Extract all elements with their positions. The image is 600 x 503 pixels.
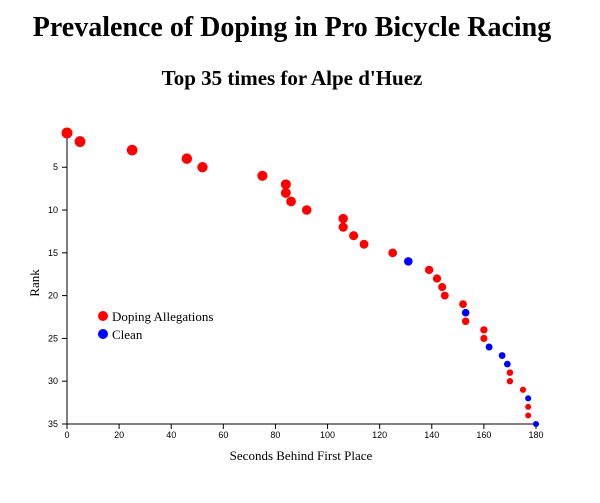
y-tick-label: 30 <box>48 376 58 386</box>
data-point <box>61 127 73 139</box>
x-tick-label: 40 <box>166 430 176 440</box>
data-point <box>525 395 532 402</box>
data-point <box>459 300 467 309</box>
x-tick-label: 140 <box>424 430 439 440</box>
data-point <box>519 386 527 393</box>
x-tick-label: 100 <box>320 430 335 440</box>
data-point <box>498 352 506 359</box>
data-point <box>286 196 296 207</box>
data-point <box>480 334 488 342</box>
data-point <box>506 378 514 385</box>
x-tick-label: 80 <box>270 430 280 440</box>
axes: 0 20 40 60 80 100 120 140 160 180 5 10 15 20 25 30 35 <box>48 133 544 440</box>
data-point <box>338 222 348 232</box>
data-point <box>440 291 449 300</box>
x-axis-label: Seconds Behind First Place <box>230 448 373 463</box>
data-point <box>280 179 291 190</box>
data-point <box>404 257 413 266</box>
x-tick-label: 0 <box>64 430 69 440</box>
x-tick-label: 160 <box>476 430 491 440</box>
data-point <box>349 231 359 241</box>
data-point <box>461 317 470 326</box>
data-point <box>432 274 442 283</box>
data-point <box>480 326 488 334</box>
y-tick-label: 35 <box>48 419 58 429</box>
data-point <box>126 144 138 156</box>
data-point <box>301 205 312 215</box>
data-point <box>485 343 493 351</box>
data-point <box>280 187 291 198</box>
data-point <box>388 248 398 258</box>
y-tick-label: 25 <box>48 333 58 343</box>
data-point <box>197 162 208 173</box>
x-tick-label: 180 <box>528 430 543 440</box>
legend-swatch <box>98 329 108 339</box>
x-tick-label: 20 <box>114 430 124 440</box>
chart-subtitle: Top 35 times for Alpe d'Huez <box>161 66 423 90</box>
data-point <box>424 265 434 275</box>
data-point <box>461 308 470 317</box>
data-point <box>506 369 514 376</box>
data-points <box>61 127 539 427</box>
legend-label: Clean <box>112 327 143 342</box>
y-tick-label: 15 <box>48 248 58 258</box>
y-axis-label: Rank <box>27 269 42 297</box>
data-point <box>525 403 532 410</box>
data-point <box>338 213 348 224</box>
y-tick-label: 5 <box>53 162 58 172</box>
data-point <box>503 360 511 368</box>
data-point <box>74 136 86 147</box>
legend-swatch <box>98 311 108 321</box>
y-tick-label: 20 <box>48 291 58 301</box>
data-point <box>181 153 193 164</box>
data-point <box>533 421 539 427</box>
legend-label: Doping Allegations <box>112 309 213 324</box>
data-point <box>525 412 532 419</box>
data-point <box>257 170 268 181</box>
data-point <box>359 239 369 249</box>
chart-title: Prevalence of Doping in Pro Bicycle Raci… <box>32 12 552 43</box>
x-tick-label: 120 <box>372 430 387 440</box>
y-tick-label: 10 <box>48 205 58 215</box>
x-tick-label: 60 <box>218 430 228 440</box>
legend: Doping Allegations Clean <box>98 309 213 342</box>
data-point <box>438 282 447 292</box>
